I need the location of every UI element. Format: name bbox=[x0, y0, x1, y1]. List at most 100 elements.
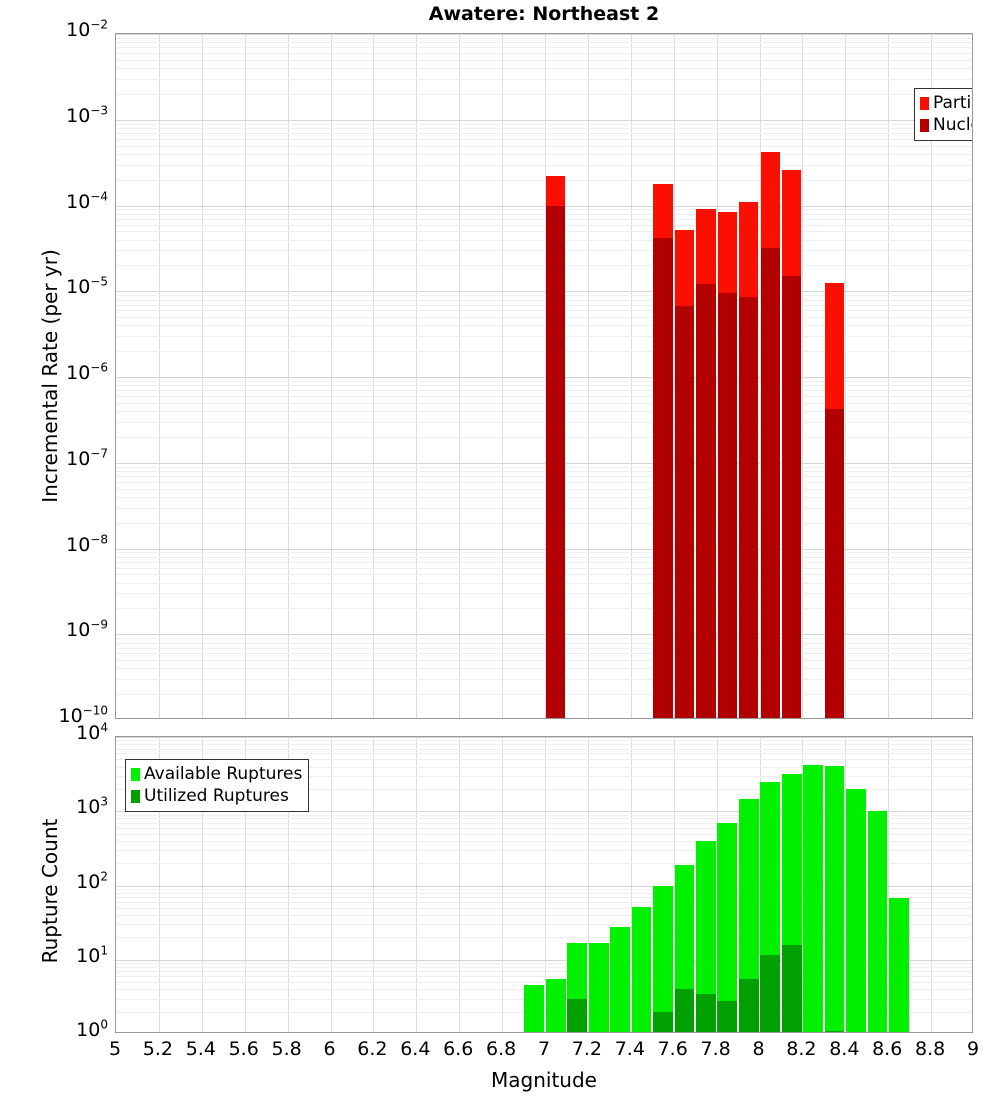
gridline-minor bbox=[116, 888, 972, 890]
gridline-minor bbox=[116, 53, 972, 55]
gridline-minor bbox=[116, 385, 972, 387]
gridline-vertical bbox=[759, 737, 761, 1032]
bar-utilized-ruptures bbox=[738, 979, 759, 1032]
gridline-decade bbox=[116, 377, 972, 378]
gridline-minor bbox=[116, 218, 972, 220]
gridline-minor bbox=[116, 814, 972, 816]
gridline-vertical bbox=[931, 737, 933, 1032]
gridline-vertical bbox=[373, 34, 375, 718]
gridline-minor bbox=[116, 608, 972, 610]
gridline-minor bbox=[116, 239, 972, 241]
gridline-minor bbox=[116, 552, 972, 554]
gridline-minor bbox=[116, 466, 972, 468]
top-y-axis-ticks: 10−2 10−3 10−4 10−5 10−6 10−7 10−8 10−9 10−10 bbox=[0, 0, 108, 740]
gridline-minor bbox=[116, 924, 972, 926]
gridline-vertical bbox=[673, 737, 675, 1032]
gridline-minor bbox=[116, 231, 972, 233]
gridline-vertical bbox=[716, 34, 718, 718]
bar-available-ruptures bbox=[524, 985, 545, 1032]
gridline-minor bbox=[116, 336, 972, 338]
y-tick-label: 10−7 bbox=[66, 446, 108, 470]
x-tick-label: 6.8 bbox=[485, 1038, 517, 1060]
bar-utilized-ruptures bbox=[695, 993, 716, 1032]
gridline-minor bbox=[116, 59, 972, 61]
bar-available-ruptures bbox=[889, 897, 909, 1032]
bar-nucleation bbox=[674, 305, 695, 718]
legend-item-nucleation[interactable]: Nucleation bbox=[920, 114, 972, 136]
gridline-minor bbox=[116, 209, 972, 211]
bar-utilized-ruptures bbox=[717, 1000, 738, 1032]
gridline-minor bbox=[116, 892, 972, 894]
bar-available-ruptures bbox=[695, 840, 716, 1032]
gridline-vertical bbox=[716, 737, 718, 1032]
gridline-minor bbox=[116, 123, 972, 125]
bar-nucleation bbox=[653, 237, 673, 718]
gridline-minor bbox=[116, 863, 972, 865]
gridline-minor bbox=[116, 351, 972, 353]
gridline-decade bbox=[116, 291, 972, 293]
gridline-vertical bbox=[587, 34, 589, 718]
gridline-minor bbox=[116, 390, 972, 392]
gridline-minor bbox=[116, 213, 972, 215]
gridline-minor bbox=[116, 488, 972, 490]
gridline-vertical bbox=[931, 34, 933, 718]
legend-item-available-ruptures[interactable]: Available Ruptures bbox=[131, 763, 302, 785]
gridline-vertical bbox=[888, 737, 890, 1032]
legend-item-utilized-ruptures[interactable]: Utilized Ruptures bbox=[131, 785, 302, 807]
x-tick-label: 8.6 bbox=[872, 1038, 903, 1060]
gridline-vertical bbox=[545, 34, 546, 718]
gridline-minor bbox=[116, 818, 972, 820]
gridline-vertical bbox=[287, 34, 289, 718]
y-tick-label: 10−8 bbox=[66, 532, 108, 556]
bar-utilized-ruptures bbox=[567, 998, 588, 1032]
gridline-minor bbox=[116, 304, 972, 306]
gridline-vertical bbox=[845, 737, 847, 1032]
gridline-vertical bbox=[158, 34, 160, 718]
x-tick-label: 6.4 bbox=[400, 1038, 431, 1060]
x-tick-label: 7.8 bbox=[700, 1038, 731, 1060]
x-tick-label: 8.8 bbox=[914, 1038, 946, 1060]
gridline-vertical bbox=[630, 34, 632, 718]
gridline-vertical bbox=[845, 34, 847, 718]
gridline-vertical bbox=[888, 34, 890, 718]
bar-available-ruptures bbox=[610, 926, 630, 1032]
gridline-decade bbox=[116, 119, 972, 121]
gridline-vertical bbox=[502, 737, 504, 1032]
top-y-axis-label: Incremental Rate (per yr) bbox=[38, 249, 62, 503]
gridline-minor bbox=[116, 556, 972, 558]
bar-available-ruptures bbox=[631, 906, 652, 1032]
gridline-minor bbox=[116, 827, 972, 829]
gridline-minor bbox=[116, 411, 972, 413]
bar-available-ruptures bbox=[545, 979, 566, 1032]
y-tick-label: 10−5 bbox=[66, 274, 108, 299]
y-tick-label: 101 bbox=[76, 943, 108, 967]
legend-item-participation[interactable]: Participation bbox=[920, 92, 972, 114]
x-tick-label: 7.4 bbox=[614, 1038, 645, 1060]
legend-label-participation: Participation bbox=[933, 93, 972, 113]
bar-utilized-ruptures bbox=[824, 1030, 845, 1032]
x-tick-label: 5.2 bbox=[142, 1038, 173, 1060]
legend-rupture-count: Available Ruptures Utilized Ruptures bbox=[125, 759, 310, 813]
gridline-minor bbox=[116, 250, 972, 252]
utilized-ruptures-swatch-icon bbox=[131, 789, 140, 803]
rupture-count-plot: Available Ruptures Utilized Ruptures bbox=[115, 736, 973, 1033]
gridline-vertical bbox=[759, 34, 761, 718]
x-tick-label: 6.2 bbox=[357, 1038, 388, 1060]
gridline-minor bbox=[116, 759, 972, 761]
gridline-vertical bbox=[287, 737, 289, 1032]
gridline-vertical bbox=[244, 737, 246, 1032]
x-tick-label: 8 bbox=[752, 1038, 765, 1060]
gridline-minor bbox=[116, 396, 972, 398]
gridline-minor bbox=[116, 128, 972, 130]
x-tick-label: 7 bbox=[537, 1038, 551, 1060]
gridline-minor bbox=[116, 976, 972, 978]
bar-utilized-ruptures bbox=[760, 955, 781, 1032]
page-title: Awatere: Northeast 2 bbox=[428, 3, 660, 25]
gridline-decade bbox=[116, 548, 972, 550]
gridline-minor bbox=[116, 224, 972, 226]
x-tick-label: 9 bbox=[966, 1038, 980, 1060]
x-tick-label: 7.6 bbox=[657, 1038, 688, 1060]
y-tick-label: 100 bbox=[76, 1017, 108, 1041]
gridline-minor bbox=[116, 164, 972, 166]
